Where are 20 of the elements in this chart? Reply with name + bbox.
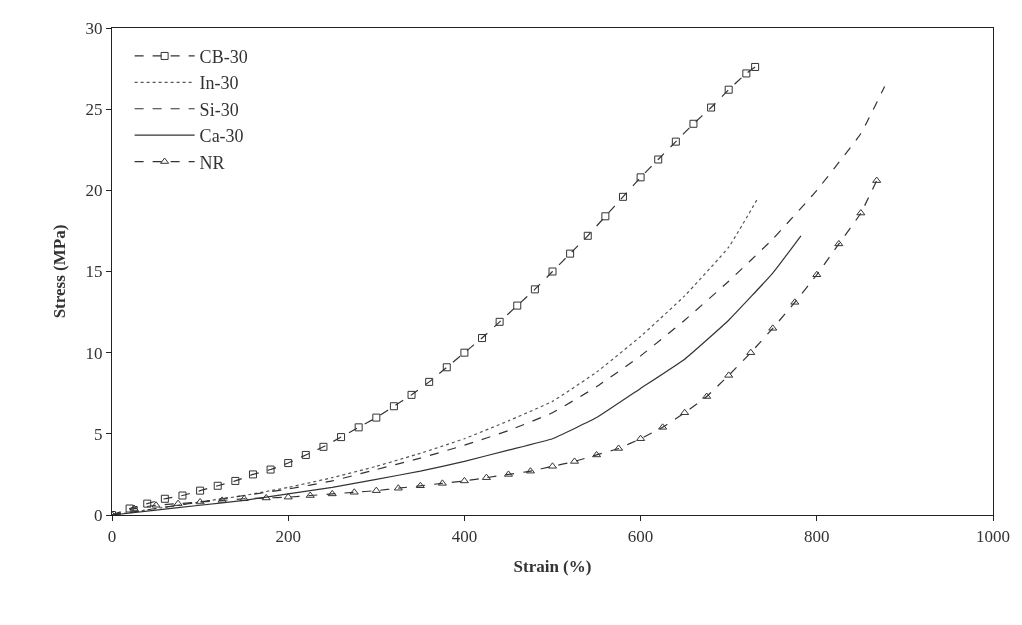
- x-tick-label: 0: [107, 526, 117, 546]
- x-tick-label: 1000: [976, 526, 1010, 546]
- x-tick-label: 200: [275, 526, 301, 546]
- legend-label: NR: [199, 152, 225, 173]
- x-axis-title: Strain (%): [513, 556, 592, 576]
- y-axis-title: Stress (MPa): [50, 224, 70, 319]
- y-tick-label: 20: [85, 181, 103, 201]
- legend-label: Si-30: [199, 99, 239, 120]
- y-tick-label: 10: [85, 343, 103, 363]
- x-tick-label: 400: [451, 526, 478, 546]
- legend-label: In-30: [199, 73, 239, 94]
- y-tick-label: 15: [85, 262, 103, 282]
- x-tick-label: 600: [627, 526, 654, 546]
- y-tick-label: 30: [85, 18, 103, 38]
- y-tick-label: 5: [94, 424, 103, 444]
- legend-label: Ca-30: [199, 126, 244, 147]
- y-tick-label: 25: [85, 100, 103, 120]
- y-tick-label: 0: [94, 505, 103, 525]
- legend-label: CB-30: [199, 46, 248, 67]
- x-tick-label: 800: [804, 526, 830, 546]
